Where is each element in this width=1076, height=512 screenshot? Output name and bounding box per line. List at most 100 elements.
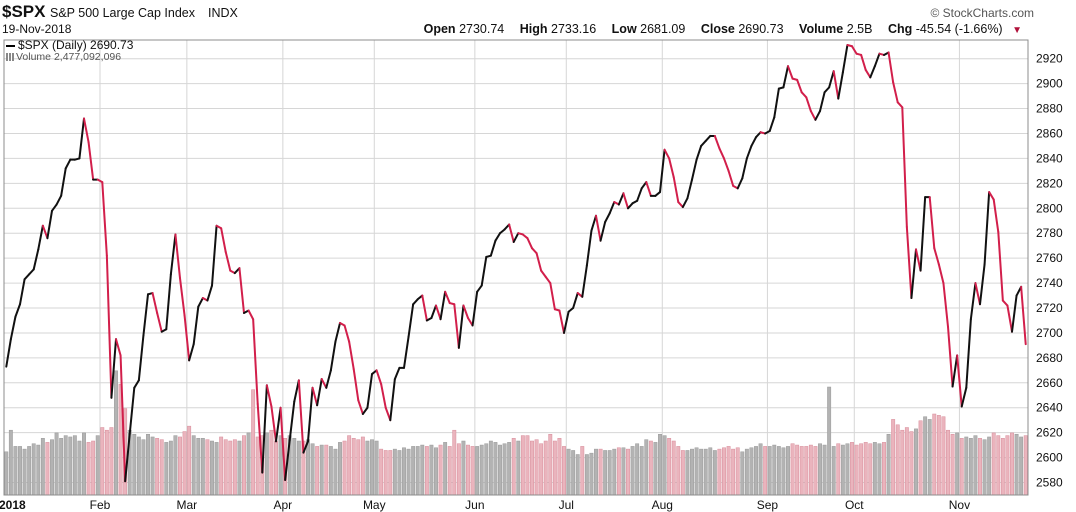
price-segment <box>393 366 401 381</box>
volume-bar <box>982 439 987 496</box>
volume-bar <box>429 444 434 496</box>
volume-bar <box>895 424 900 496</box>
price-segment <box>192 305 200 346</box>
volume-bar <box>22 448 27 496</box>
volume-bar <box>475 446 480 496</box>
volume-bar <box>799 446 804 496</box>
volume-bar <box>996 435 1001 496</box>
volume-bar <box>955 432 960 496</box>
x-tick-label: Jul <box>559 498 574 512</box>
price-segment <box>814 110 821 121</box>
y-tick-label: 2900 <box>1036 77 1063 91</box>
price-segment <box>755 131 762 139</box>
price-segment <box>311 386 319 407</box>
close-label: Close <box>700 22 735 36</box>
volume-bar <box>86 442 91 496</box>
volume-bar <box>603 450 608 496</box>
volume-bar <box>950 434 955 496</box>
x-tick-label: Feb <box>90 498 111 512</box>
volume-bar <box>219 436 224 496</box>
volume-bar <box>242 435 246 496</box>
volume-bar <box>370 439 374 496</box>
volume-bar <box>827 386 832 496</box>
price-segment <box>462 304 469 319</box>
volume-bar <box>415 446 420 496</box>
quote-date: 19-Nov-2018 <box>2 22 72 36</box>
volume-bar <box>840 444 845 496</box>
price-segment <box>284 439 291 482</box>
price-segment <box>444 290 451 305</box>
chg-label: Chg <box>887 22 913 36</box>
volume-bar <box>539 443 544 496</box>
volume-bar <box>59 438 64 496</box>
volume-bar <box>589 452 594 496</box>
price-segment <box>389 378 396 422</box>
horizontal-gridlines <box>4 58 1028 484</box>
volume-bar <box>507 442 512 496</box>
down-triangle-icon: ▼ <box>1012 25 1022 36</box>
volume-bar <box>991 432 996 496</box>
stockcharts-credit[interactable]: © StockCharts.com <box>930 6 1034 20</box>
legend-price: $SPX (Daily) 2690.73 <box>6 38 133 52</box>
volume-bar <box>1019 436 1024 496</box>
price-segment <box>275 406 282 443</box>
y-tick-label: 2700 <box>1036 326 1063 340</box>
price-segment <box>713 134 721 150</box>
volume-bar <box>575 454 580 496</box>
volume-bar <box>50 439 54 496</box>
price-segment <box>83 117 90 144</box>
price-segment <box>64 158 72 170</box>
price-segment <box>860 53 867 71</box>
price-segment <box>663 148 671 160</box>
price-segment <box>334 321 341 343</box>
volume-bar <box>530 440 534 496</box>
volume-bar <box>822 444 827 496</box>
volume-bar <box>255 436 260 496</box>
price-segment <box>1020 285 1027 346</box>
price-segment <box>745 144 753 160</box>
x-tick-label: Mar <box>177 498 198 512</box>
price-segment <box>928 196 936 250</box>
price-segment <box>46 209 53 240</box>
y-tick-label: 2800 <box>1036 201 1063 215</box>
volume-bar <box>891 419 896 496</box>
y-axis-labels: 2580 2600 2620 2640 2660 2680 2700 2720 2740 2760… <box>1036 52 1063 490</box>
volume-bar <box>520 435 525 496</box>
price-segment <box>133 379 140 389</box>
price-segment <box>261 384 268 474</box>
volume-bar <box>726 446 731 496</box>
price-line <box>5 43 1027 483</box>
volume-bar <box>146 434 150 496</box>
volume-bar <box>781 447 786 496</box>
volume-bar <box>941 416 946 496</box>
volume-bar <box>557 438 562 496</box>
price-segment <box>307 386 314 443</box>
volume-bar <box>772 444 777 496</box>
price-segment <box>457 304 465 349</box>
price-segment <box>832 70 840 100</box>
price-segment <box>380 383 387 409</box>
y-tick-label: 2920 <box>1036 52 1063 66</box>
price-segment <box>366 373 373 409</box>
y-tick-label: 2860 <box>1036 126 1063 140</box>
price-segment <box>636 187 643 202</box>
price-segment <box>896 101 904 109</box>
price-segment <box>197 297 204 308</box>
price-segment <box>965 318 972 389</box>
volume-bar <box>836 443 841 496</box>
index-type: INDX <box>208 6 238 20</box>
volume-bar <box>671 440 676 496</box>
volume-bar <box>708 447 713 496</box>
price-segment <box>563 310 570 334</box>
price-segment <box>256 403 264 474</box>
y-tick-label: 2880 <box>1036 102 1063 116</box>
price-segment <box>142 293 149 337</box>
price-segment <box>403 335 410 369</box>
volume-bar <box>978 438 982 496</box>
price-segment <box>736 177 744 190</box>
price-segment <box>119 354 127 483</box>
volume-bar <box>886 434 891 496</box>
volume-bar <box>356 439 361 496</box>
volume-bar <box>223 439 228 496</box>
